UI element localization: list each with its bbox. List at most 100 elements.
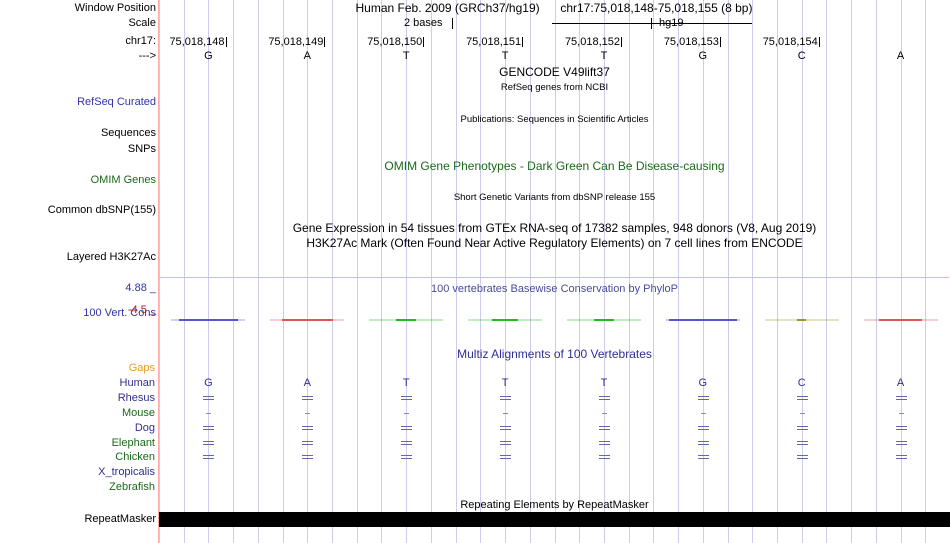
multiz-align-double <box>796 455 808 460</box>
multiz-align-dash <box>700 412 706 414</box>
ruler-tick <box>522 37 524 47</box>
ruler-base-letter: A <box>303 50 311 62</box>
conservation-bar-core <box>178 319 239 321</box>
gridline <box>826 0 827 543</box>
multiz-human-base: G <box>698 376 708 389</box>
gridline <box>604 0 605 543</box>
position-range[interactable]: chr17:75,018,148-75,018,155 (8 bp) <box>560 1 753 15</box>
track-title-refseq[interactable]: RefSeq genes from NCBI <box>500 82 609 93</box>
multiz-align-double <box>796 425 808 431</box>
multiz-align-double <box>895 455 907 460</box>
multiz-align-dash <box>799 412 805 414</box>
label-track-separator <box>158 0 159 543</box>
track-title-gtex[interactable]: Gene Expression in 54 tissues from GTEx … <box>292 221 817 235</box>
multiz-species-label-x_tropicalis[interactable]: X_tropicalis <box>98 466 155 479</box>
ruler-coordinate-text: 75,018,151 <box>466 36 522 48</box>
multiz-align-dash <box>898 412 904 414</box>
multiz-align-double <box>302 455 314 460</box>
label-omim-genes[interactable]: OMIM Genes <box>90 174 156 186</box>
scale-bar <box>452 18 752 29</box>
track-title-h3k27ac[interactable]: H3K27Ac Mark (Often Found Near Active Re… <box>306 236 803 250</box>
track-title-conservation[interactable]: 100 vertebrates Basewise Conservation by… <box>430 283 679 295</box>
multiz-human-base: G <box>204 376 213 389</box>
multiz-species-label-human[interactable]: Human <box>119 376 155 389</box>
multiz-human-base: T <box>402 376 410 389</box>
multiz-species-label-mouse[interactable]: Mouse <box>121 406 155 419</box>
label-strand-arrow: ---> <box>138 50 156 62</box>
ruler-coordinate: 75,018,148 <box>169 36 227 48</box>
ruler-coordinate: 75,018,153 <box>664 36 721 48</box>
track-title-repeatmasker[interactable]: Repeating Elements by RepeatMasker <box>460 499 649 511</box>
ruler-coordinate: 75,018,149 <box>268 36 326 48</box>
label-cons-max-value: 4.88 _ <box>125 282 156 294</box>
gridline <box>505 0 506 543</box>
track-title-omim[interactable]: OMIM Gene Phenotypes - Dark Green Can Be… <box>384 159 725 173</box>
conservation-bar <box>270 319 345 321</box>
multiz-species-label-chicken[interactable]: Chicken <box>115 451 155 464</box>
multiz-align-double <box>500 425 512 431</box>
gridline <box>678 0 679 543</box>
h3k27ac-baseline-rule <box>159 277 949 278</box>
multiz-species-label-zebrafish[interactable]: Zebrafish <box>109 481 155 494</box>
gridline <box>653 0 654 543</box>
label-refseq-curated[interactable]: RefSeq Curated <box>77 96 156 108</box>
label-sequences[interactable]: Sequences <box>100 127 156 139</box>
multiz-species-label-rhesus[interactable]: Rhesus <box>117 391 155 404</box>
multiz-align-double <box>598 455 610 460</box>
ruler-base-letter: G <box>698 50 708 62</box>
track-title-gencode[interactable]: GENCODE V49lift37 <box>499 65 610 79</box>
multiz-align-double <box>401 440 413 446</box>
label-repeatmasker[interactable]: RepeatMasker <box>84 513 156 525</box>
label-layered-h3k27ac[interactable]: Layered H3K27Ac <box>66 251 156 263</box>
ruler-coordinate: 75,018,154 <box>763 36 820 48</box>
track-title-dbsnp[interactable]: Short Genetic Variants from dbSNP releas… <box>453 192 656 203</box>
gridline <box>530 0 531 543</box>
multiz-species-label-elephant[interactable]: Elephant <box>111 436 155 449</box>
multiz-align-dash <box>503 412 509 414</box>
gridline <box>851 0 852 543</box>
gridline <box>159 0 160 543</box>
ruler-coordinate-text: 75,018,148 <box>169 36 225 48</box>
multiz-align-dash <box>601 412 607 414</box>
multiz-species-label-dog[interactable]: Dog <box>134 421 155 434</box>
gridline <box>901 0 902 543</box>
track-label-column: Window Position Scale chr17: ---> RefSeq… <box>0 0 156 543</box>
repeatmasker-feature-bar[interactable] <box>159 512 950 527</box>
ruler-base-letter: A <box>896 50 905 62</box>
multiz-align-double <box>796 395 808 401</box>
multiz-align-dash <box>206 412 212 414</box>
label-scale: Scale <box>128 17 156 29</box>
gridline <box>307 0 308 543</box>
multiz-align-double <box>697 395 709 401</box>
conservation-bar-core <box>797 319 806 321</box>
label-snps[interactable]: SNPs <box>127 143 156 155</box>
ruler-tick <box>818 37 820 47</box>
track-title-publications[interactable]: Publications: Sequences in Scientific Ar… <box>460 114 649 125</box>
label-common-dbsnp[interactable]: Common dbSNP(155) <box>47 204 156 216</box>
header-assembly-position: Human Feb. 2009 (GRCh37/hg19) chr17:75,0… <box>159 2 950 14</box>
gridline <box>703 0 704 543</box>
gridline <box>357 0 358 543</box>
multiz-align-double <box>895 440 907 446</box>
ruler-base-letter: C <box>797 50 806 62</box>
multiz-human-base: T <box>600 376 608 389</box>
ruler-coordinate: 75,018,152 <box>565 36 622 48</box>
gridline <box>456 0 457 543</box>
gridline <box>381 0 382 543</box>
ruler-coordinate-text: 75,018,154 <box>762 36 818 48</box>
multiz-align-double <box>598 395 610 401</box>
scale-value: 2 bases <box>404 17 443 29</box>
ruler-base-letter: G <box>204 50 213 62</box>
multiz-align-double <box>697 440 709 446</box>
track-title-multiz[interactable]: Multiz Alignments of 100 Vertebrates <box>457 347 652 361</box>
multiz-species-label-gaps[interactable]: Gaps <box>128 362 155 374</box>
label-100-vert-cons[interactable]: 100 Vert. Cons <box>83 307 156 319</box>
gridline <box>752 0 753 543</box>
gridline <box>208 0 209 543</box>
multiz-align-double <box>895 425 907 431</box>
conservation-bar <box>566 319 641 321</box>
ruler-tick <box>225 37 227 47</box>
gridline <box>777 0 778 543</box>
gridline <box>233 0 234 543</box>
